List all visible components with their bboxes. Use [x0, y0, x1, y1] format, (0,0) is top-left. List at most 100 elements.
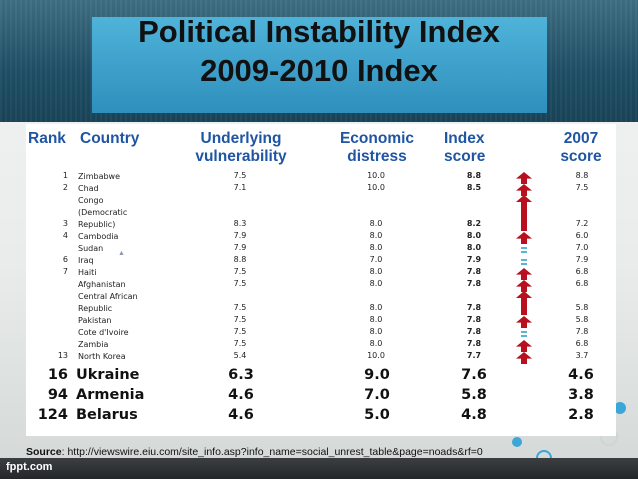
highlight-rank: 124: [37, 407, 68, 423]
highlight-underlying: 4.6: [228, 387, 254, 403]
source-citation: Source: http://viewswire.eiu.com/site_in…: [26, 446, 483, 458]
row-2007: 6.8: [575, 267, 589, 276]
row-index: 7.8: [466, 339, 482, 348]
up-arrow-icon: [516, 339, 532, 352]
row-country: North Korea: [78, 352, 126, 361]
row-economic: 10.0: [367, 351, 385, 360]
row-underlying: 8.8: [233, 255, 247, 264]
row-country: Pakistan: [78, 316, 112, 325]
row-country: Sudan: [78, 244, 104, 253]
decor-dot: [512, 437, 522, 447]
row-country: Iraq: [78, 256, 94, 265]
row-underlying: 7.9: [233, 231, 247, 240]
row-index: 7.9: [466, 255, 482, 264]
row-rank: 1: [62, 171, 68, 180]
row-underlying: 7.5: [233, 267, 247, 276]
row-2007: 7.0: [575, 243, 589, 252]
row-underlying: 5.4: [233, 351, 247, 360]
row-country: Haiti: [78, 268, 97, 277]
row-economic: 8.0: [369, 327, 383, 336]
highlight-economic: 5.0: [364, 407, 390, 423]
highlight-2007: 4.6: [568, 367, 594, 383]
row-rank: 4: [62, 231, 68, 240]
title-line-2: 2009-2010 Index: [200, 53, 438, 88]
up-arrow-icon: [516, 351, 532, 364]
header-country: Country: [80, 130, 140, 147]
row-underlying: 7.5: [233, 315, 247, 324]
up-arrow-icon: [516, 183, 532, 196]
row-2007: 7.2: [575, 219, 589, 228]
title-line-1: Political Instability Index: [138, 14, 500, 49]
row-economic: 8.0: [369, 279, 383, 288]
row-underlying: 7.5: [233, 303, 247, 312]
row-country: Cote d'Ivoire: [78, 328, 129, 337]
highlight-2007: 3.8: [568, 387, 594, 403]
row-underlying: 7.9: [233, 243, 247, 252]
header-2007: 2007 score: [560, 130, 602, 165]
highlight-2007: 2.8: [568, 407, 594, 423]
row-country: Chad: [78, 184, 99, 193]
table-panel: Rank Country Underlying vulnerability Econo…: [26, 124, 616, 436]
row-economic: 8.0: [369, 243, 383, 252]
highlight-underlying: 6.3: [228, 367, 254, 383]
highlight-economic: 7.0: [364, 387, 390, 403]
row-2007: 3.7: [575, 351, 589, 360]
row-rank: 3: [62, 219, 68, 228]
row-index: 7.8: [466, 327, 482, 336]
row-2007: 6.0: [575, 231, 589, 240]
row-index: 8.8: [466, 171, 482, 180]
row-underlying: 8.3: [233, 219, 247, 228]
row-economic: 10.0: [367, 183, 385, 192]
up-arrow-icon: [516, 315, 532, 328]
row-2007: 8.8: [575, 171, 589, 180]
highlight-index: 5.8: [461, 387, 487, 403]
row-2007: 7.8: [575, 327, 589, 336]
row-index: 8.0: [466, 243, 482, 252]
slide-title: Political Instability Index 2009-2010 In…: [0, 12, 638, 113]
row-country: Afghanistan: [78, 280, 126, 289]
row-rank: 7: [62, 267, 68, 276]
highlight-rank: 94: [47, 387, 68, 403]
header-underlying: Underlying vulnerability: [195, 130, 287, 165]
source-label: Source: [26, 446, 62, 458]
row-economic: 8.0: [369, 219, 383, 228]
row-country: Zambia: [78, 340, 109, 349]
header-index: Index score: [444, 130, 486, 165]
row-underlying: 7.5: [233, 279, 247, 288]
footer-brand: fppt.com: [6, 461, 53, 473]
up-arrow-icon: [516, 195, 532, 231]
row-index: 8.0: [466, 231, 482, 240]
row-underlying: 7.5: [233, 171, 247, 180]
row-2007: 5.8: [575, 303, 589, 312]
row-underlying: 7.5: [233, 339, 247, 348]
caret-icon: ▲: [118, 250, 125, 257]
row-economic: 8.0: [369, 315, 383, 324]
row-rank: 13: [57, 351, 68, 360]
up-arrow-icon: [516, 267, 532, 280]
decor-dot: [614, 402, 626, 414]
row-2007: 6.8: [575, 339, 589, 348]
row-country: Cambodia: [78, 232, 119, 241]
highlight-index: 4.8: [461, 407, 487, 423]
row-index: 8.2: [466, 219, 482, 228]
up-arrow-icon: [516, 291, 532, 315]
row-economic: 8.0: [369, 303, 383, 312]
header-economic: Economic distress: [339, 130, 415, 165]
row-economic: 8.0: [369, 231, 383, 240]
row-economic: 10.0: [367, 171, 385, 180]
row-2007: 6.8: [575, 279, 589, 288]
row-underlying: 7.5: [233, 327, 247, 336]
row-economic: 8.0: [369, 267, 383, 276]
row-country: Zimbabwe: [78, 172, 121, 181]
row-country: Congo (Democratic Republic): [78, 196, 128, 229]
equal-icon: [516, 243, 532, 255]
equal-icon: [516, 255, 532, 267]
up-arrow-icon: [516, 279, 532, 292]
highlight-country: Armenia: [76, 387, 145, 403]
row-index: 8.5: [466, 183, 482, 192]
highlight-rank: 16: [47, 367, 68, 383]
row-index: 7.8: [466, 279, 482, 288]
up-arrow-icon: [516, 171, 532, 184]
row-economic: 7.0: [369, 255, 383, 264]
